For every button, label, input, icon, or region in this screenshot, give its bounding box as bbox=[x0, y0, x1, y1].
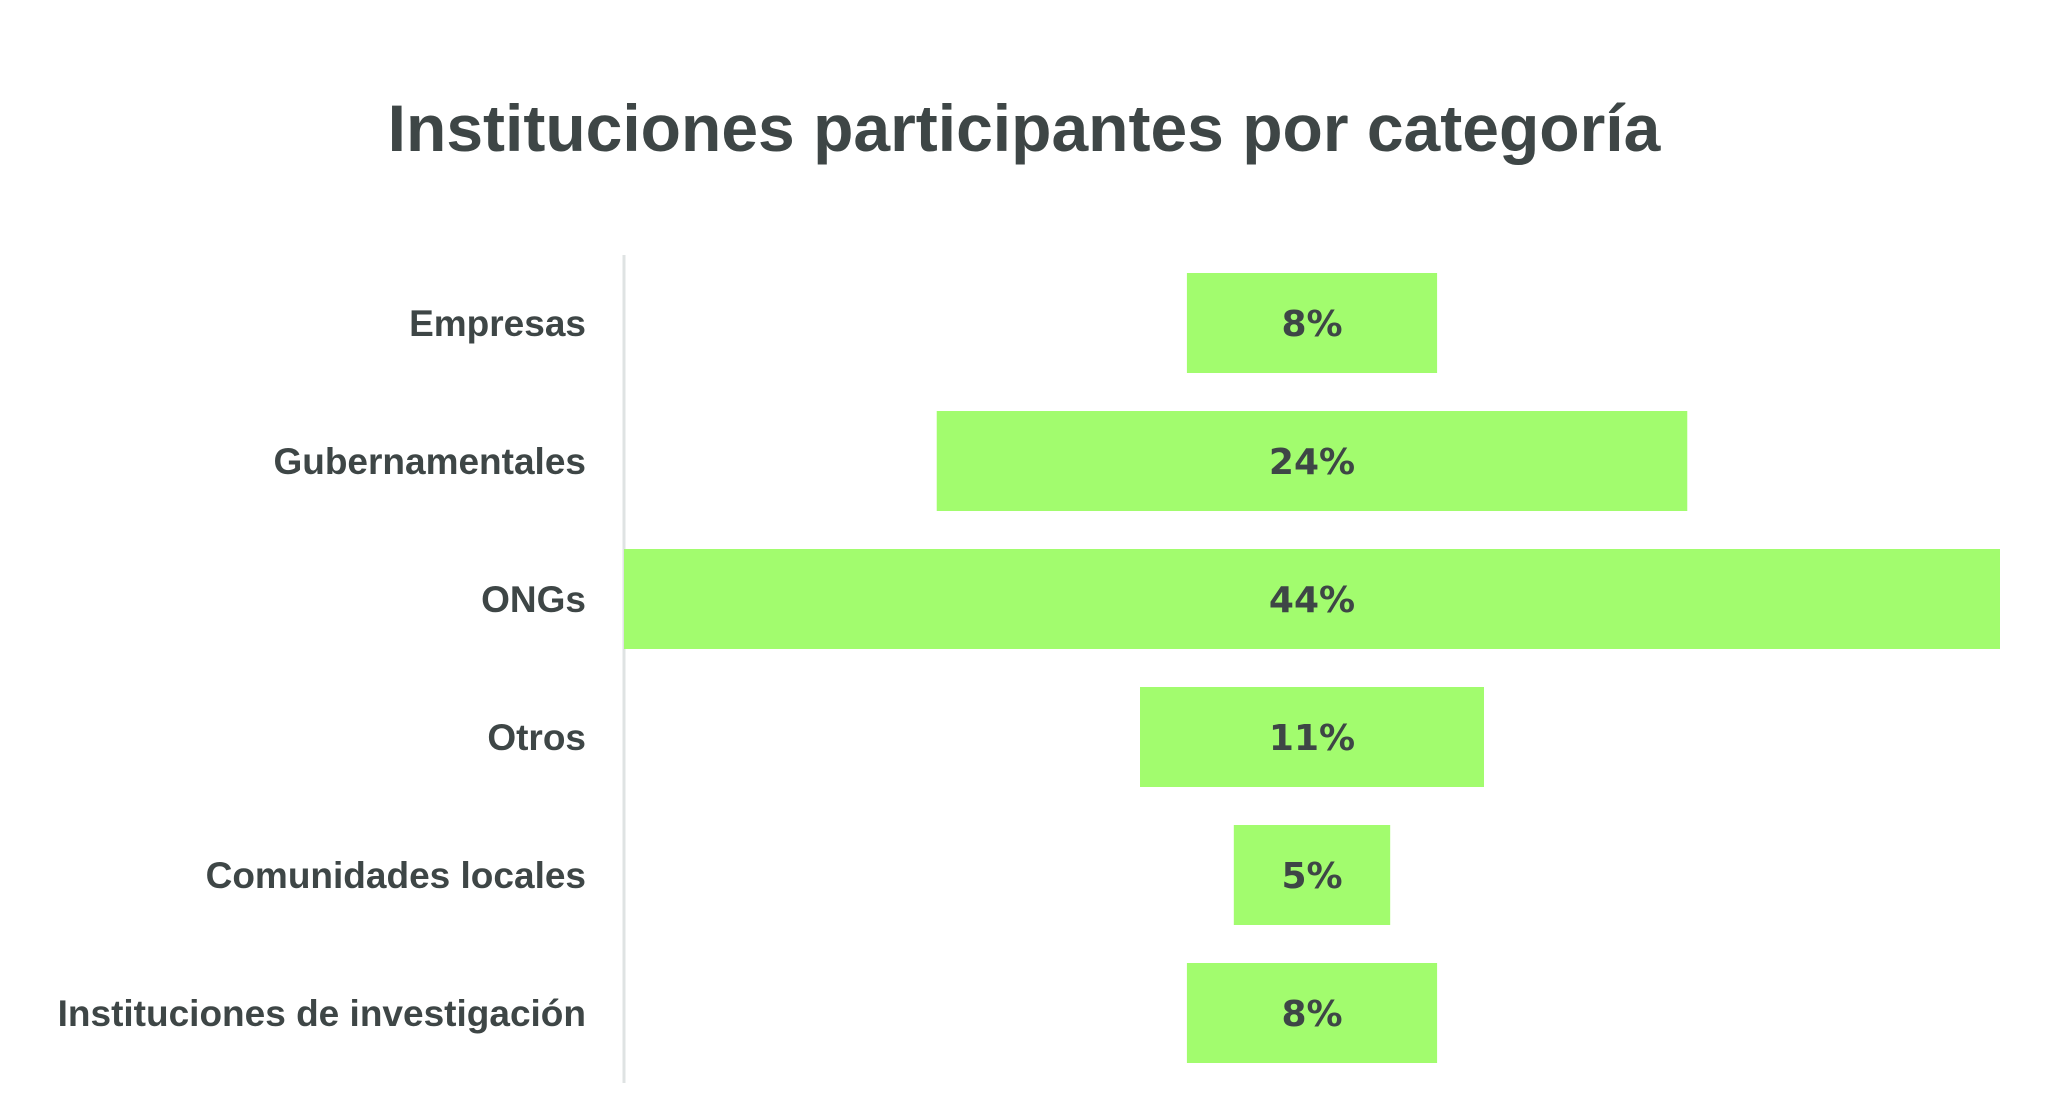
value-label-2: 44% bbox=[1269, 580, 1355, 621]
value-label-4: 5% bbox=[1281, 856, 1342, 897]
chart-title: Instituciones participantes por categorí… bbox=[387, 91, 1661, 165]
bars-group bbox=[624, 273, 2000, 1063]
category-labels-group: Empresas Gubernamentales ONGs Otros Comunida… bbox=[58, 303, 586, 1034]
value-label-0: 8% bbox=[1281, 304, 1342, 345]
value-label-3: 11% bbox=[1269, 718, 1355, 759]
category-label-0: Empresas bbox=[409, 303, 586, 344]
bar-4 bbox=[1233, 825, 1391, 925]
category-label-3: Otros bbox=[487, 717, 586, 758]
value-label-5: 8% bbox=[1281, 994, 1342, 1035]
value-labels-group: 8% 24% 44% 11% 5% 8% bbox=[1269, 304, 1355, 1035]
category-label-2: ONGs bbox=[481, 579, 586, 620]
category-label-5: Instituciones de investigación bbox=[58, 993, 586, 1034]
bar-1 bbox=[936, 411, 1688, 511]
category-label-1: Gubernamentales bbox=[273, 441, 586, 482]
bar-5 bbox=[1186, 963, 1438, 1063]
category-label-4: Comunidades locales bbox=[206, 855, 586, 896]
bar-0 bbox=[1186, 273, 1438, 373]
bar-3 bbox=[1140, 687, 1484, 787]
value-label-1: 24% bbox=[1269, 442, 1355, 483]
bar-2 bbox=[624, 549, 2000, 649]
